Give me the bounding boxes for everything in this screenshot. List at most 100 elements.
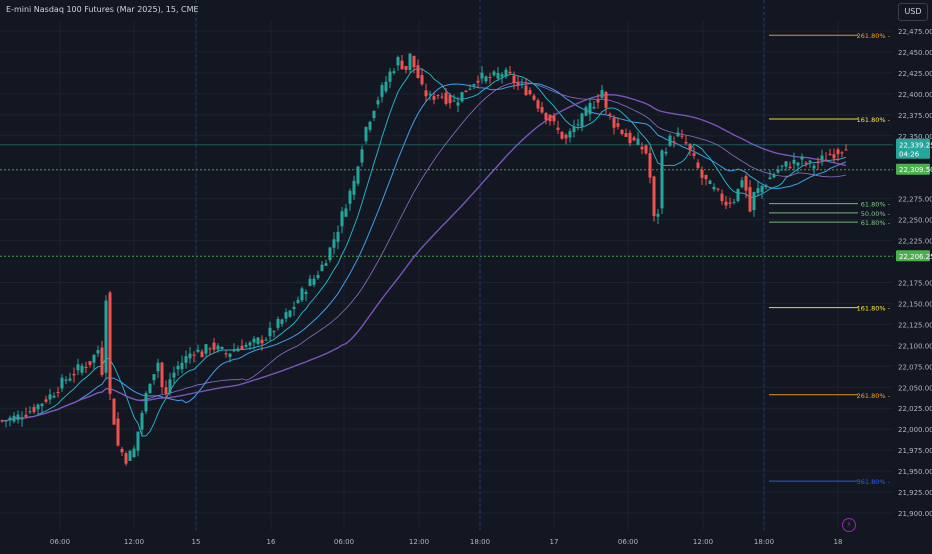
candle [352,175,356,201]
candle-body [772,174,776,178]
candle [600,84,604,99]
candle [276,316,280,331]
candle-body [64,379,68,381]
candle-body [792,159,796,164]
candle [296,296,300,304]
candle-body [436,95,440,97]
candle-body [292,306,296,309]
candle [104,295,108,379]
candle [48,388,52,405]
candle-body [740,180,744,188]
candle-body [312,278,316,285]
time-axis [0,530,932,550]
candle [832,148,836,164]
candle-body [704,174,708,180]
y-tick-label: 22,275.00 [898,196,932,204]
candle-body [516,82,520,85]
candle-body [752,191,756,211]
candle [724,195,728,210]
candle [588,98,592,122]
candle-body [452,100,456,102]
candle [404,65,408,74]
candle-body [328,247,332,261]
candle [416,59,420,79]
candle [676,127,680,138]
y-tick-label: 21,950.00 [898,468,932,476]
candle [828,148,832,156]
candle [592,100,596,110]
candle-body [796,162,800,166]
candle [656,209,660,225]
candle [560,131,564,140]
candle [552,112,556,126]
candle [760,185,764,199]
candle [268,321,272,342]
candle [128,449,132,461]
candle [348,188,352,211]
candle [572,119,576,138]
candle [0,419,4,423]
candle [176,360,180,376]
candle [4,419,8,428]
candle-body [700,169,704,178]
candle-body [432,96,436,100]
candle-body [408,53,412,70]
candle [16,410,20,424]
candle-body [320,264,324,271]
candle [60,374,64,393]
candle-body [400,60,404,70]
fib-level-label: 261.80% - [857,32,891,40]
candle-body [40,403,44,407]
candle-body [464,90,468,93]
candle [184,350,188,369]
candle-body [484,76,488,82]
candle-body [152,374,156,381]
candle [836,147,840,161]
candle [100,340,104,377]
candle-body [388,71,392,82]
y-tick-label: 22,025.00 [898,405,932,413]
candle-body [548,114,552,122]
candle-body [260,339,264,344]
candle-body [396,57,400,66]
candle-body [476,80,480,83]
candle [260,335,264,351]
candle-body [212,342,216,350]
candle-body [536,100,540,109]
candle-body [100,347,104,375]
candle [72,367,76,383]
candle-body [756,188,760,193]
candle [380,82,384,103]
candle [508,66,512,75]
candle-body [708,180,712,185]
candle-body [500,74,504,77]
candle [304,289,308,302]
fib-level-label: 61.80% - [861,201,891,209]
candle-body [184,356,188,363]
ma-long-line [1,93,847,422]
x-tick-label: 12:00 [409,538,429,546]
lightning-icon[interactable]: ⚡ [842,518,856,532]
candle [716,187,720,192]
candle [388,68,392,89]
candle-body [160,362,164,387]
candle-body [496,72,500,79]
candle [244,342,248,349]
candle [428,90,432,101]
candle-body [104,300,108,373]
candle-body [728,202,732,204]
candle-body [344,208,348,217]
candle [536,98,540,113]
candle [632,135,636,142]
candle [796,161,800,173]
candle-body [76,364,80,371]
candle-body [52,395,56,398]
currency-button[interactable]: USD [898,3,928,21]
candle-body [140,412,144,430]
candle-body [588,103,592,115]
candle-body [412,55,416,68]
candle-body [296,299,300,304]
candle-body [736,188,740,202]
